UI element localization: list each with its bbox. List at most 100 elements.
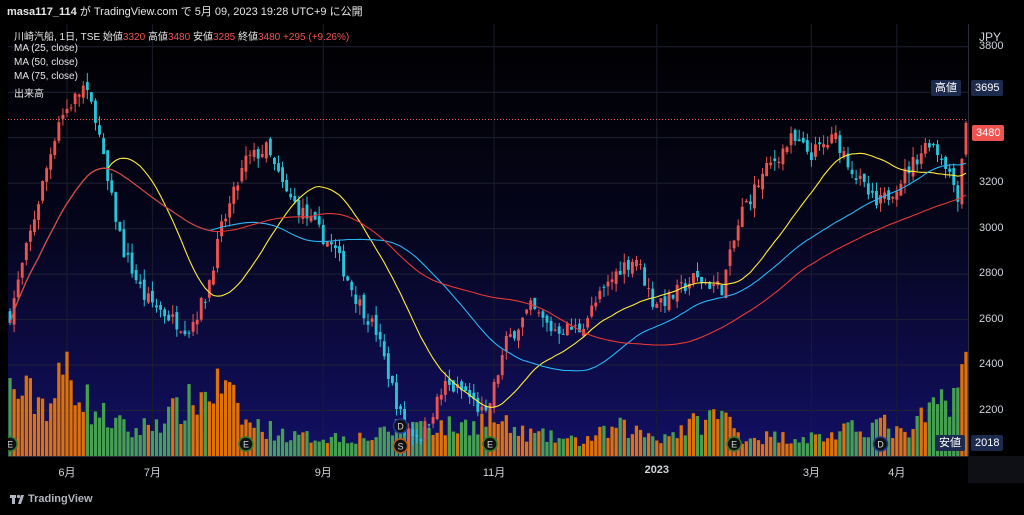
volume-bar xyxy=(455,433,460,456)
legend-volume[interactable]: 出来高 xyxy=(14,89,44,100)
candle-body xyxy=(565,323,569,336)
candle-body xyxy=(28,230,32,242)
volume-bar xyxy=(870,422,875,456)
candle-body xyxy=(480,406,484,411)
volume-bar xyxy=(321,439,325,456)
volume-bar xyxy=(183,420,187,456)
candle-body xyxy=(411,429,415,437)
candle-body xyxy=(696,270,699,278)
volume-bar xyxy=(708,410,712,456)
volume-bar xyxy=(529,428,533,456)
brand-name[interactable]: TradingView xyxy=(28,493,93,505)
candle-body xyxy=(797,139,801,142)
volume-bar xyxy=(32,413,37,456)
volume-bar xyxy=(301,432,305,456)
volume-bar xyxy=(500,421,504,456)
candle-body xyxy=(708,282,712,289)
volume-bar xyxy=(773,431,777,456)
candle-body xyxy=(692,273,695,284)
volume-bar xyxy=(809,432,814,456)
candle-body xyxy=(610,279,614,283)
volume-bar xyxy=(386,431,390,456)
event-marker-label: E xyxy=(243,440,249,450)
volume-bar xyxy=(488,409,492,456)
volume-bar xyxy=(557,438,561,456)
volume-bar xyxy=(846,422,850,456)
legend-ma25[interactable]: MA (25, close) xyxy=(14,43,78,54)
price-axis[interactable]: JPY 220024002600280030003200340036003800… xyxy=(968,24,1024,456)
time-tick-label: 7月 xyxy=(143,467,161,479)
volume-bar xyxy=(122,419,126,456)
volume-bar xyxy=(765,431,769,456)
volume-bar xyxy=(325,443,329,456)
volume-bar xyxy=(740,443,744,456)
footer: TradingView xyxy=(0,483,1024,515)
volume-bar xyxy=(114,417,118,456)
price-tick-label: 2400 xyxy=(979,358,1004,371)
volume-bar xyxy=(276,435,281,456)
volume-bar xyxy=(232,384,236,456)
volume-bar xyxy=(447,416,451,456)
candle-body xyxy=(264,142,268,159)
volume-bar xyxy=(512,427,517,456)
price-tick-label: 3800 xyxy=(979,39,1004,52)
candle-body xyxy=(521,317,524,328)
candle-body xyxy=(574,325,577,327)
candle-body xyxy=(826,145,830,148)
candle-body xyxy=(81,85,85,98)
event-marker-e xyxy=(726,436,742,452)
candle-body xyxy=(659,298,663,303)
volume-bar xyxy=(228,382,232,456)
legend-ma75[interactable]: MA (75, close) xyxy=(14,71,78,82)
candle-body xyxy=(805,140,809,152)
time-tick-label: 3月 xyxy=(802,467,820,479)
left-margin xyxy=(0,24,8,483)
candle-body xyxy=(106,150,110,181)
legend-ma50[interactable]: MA (50, close) xyxy=(14,57,78,68)
volume-bar xyxy=(24,375,28,456)
symbol-name[interactable]: 川崎汽船, 1日, TSE xyxy=(14,32,101,43)
volume-bar xyxy=(545,441,549,456)
volume-bar xyxy=(704,419,708,456)
candle-body xyxy=(740,206,744,227)
volume-bar xyxy=(118,415,122,456)
price-tick-label: 2600 xyxy=(979,312,1004,325)
candle-body xyxy=(155,305,158,308)
event-marker-label: D xyxy=(877,440,884,450)
candle-body xyxy=(663,296,667,306)
candle-body xyxy=(37,204,40,220)
volume-bar xyxy=(451,431,456,456)
volume-bar xyxy=(699,434,704,456)
volume-bar xyxy=(57,362,61,456)
candle-body xyxy=(500,355,504,376)
candle-body xyxy=(370,318,374,322)
event-marker-s xyxy=(392,438,409,454)
tradingview-logo-icon[interactable] xyxy=(10,493,24,505)
event-marker-e xyxy=(238,436,254,452)
volume-bar xyxy=(366,440,370,456)
volume-bar xyxy=(866,437,870,456)
candle-body xyxy=(382,341,386,357)
volume-bar xyxy=(272,440,277,456)
volume-bar xyxy=(541,428,545,456)
candle-body xyxy=(496,375,500,384)
candle-body xyxy=(801,137,805,143)
volume-bar xyxy=(280,428,285,456)
candle-body xyxy=(553,329,557,331)
candle-body xyxy=(346,276,350,281)
volume-bar xyxy=(427,428,431,456)
volume-bar xyxy=(264,438,268,456)
volume-bar xyxy=(215,368,220,456)
candle-body xyxy=(622,262,626,275)
candle-body xyxy=(435,396,439,420)
author-name[interactable]: masa117_114 xyxy=(7,6,77,18)
open-value: 3320 xyxy=(122,32,146,43)
volume-bar xyxy=(350,442,354,456)
candle-body xyxy=(960,158,964,205)
volume-bar xyxy=(691,413,696,456)
high-badge-value: 3695 xyxy=(975,82,1000,94)
candle-body xyxy=(407,430,411,433)
time-axis[interactable]: 6月 7月 9月 11月 2023 3月 4月 xyxy=(8,456,968,484)
volume-bar xyxy=(724,412,728,456)
